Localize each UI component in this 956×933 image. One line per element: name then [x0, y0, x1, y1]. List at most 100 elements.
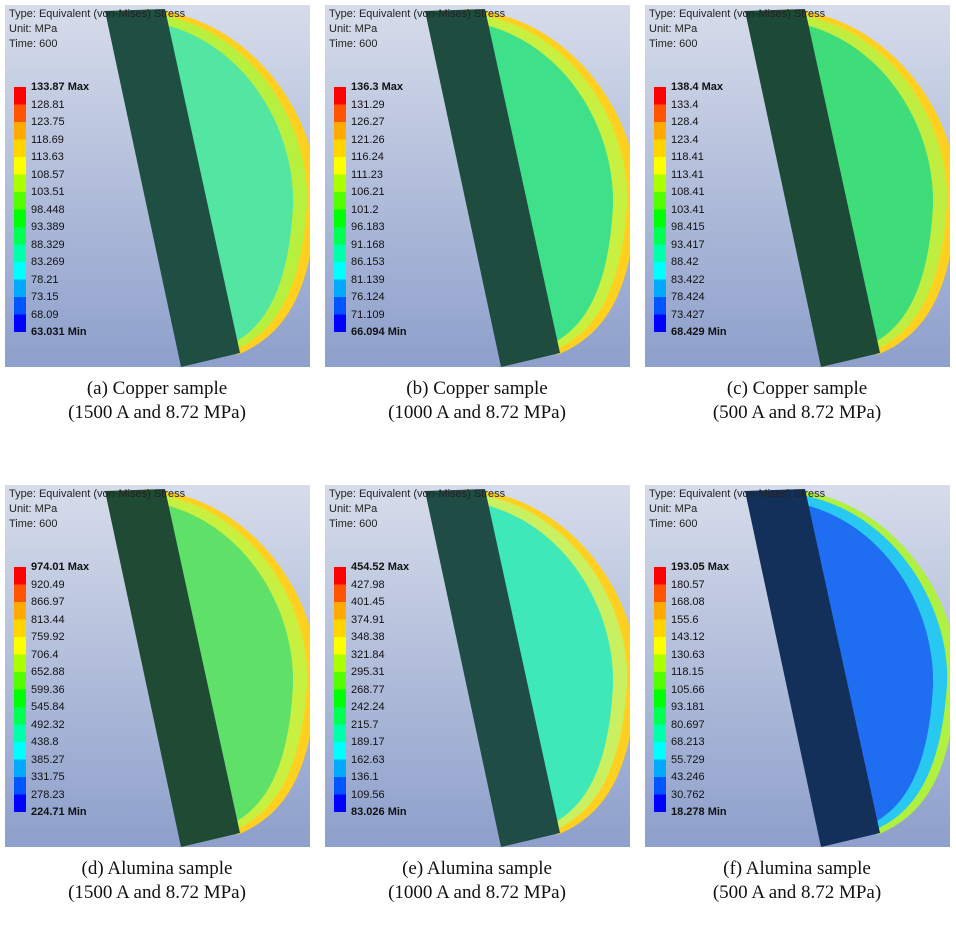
header-line: Unit: MPa [329, 22, 377, 37]
legend-label: 73.427 [671, 309, 705, 322]
legend-swatch [334, 707, 346, 725]
legend-swatch [334, 742, 346, 760]
header-line: Unit: MPa [649, 502, 697, 517]
legend-label: 295.31 [351, 666, 385, 679]
legend-label: 18.278 Min [671, 806, 727, 819]
legend-swatch [654, 245, 666, 263]
legend-swatch [654, 210, 666, 228]
legend-label: 68.429 Min [671, 326, 727, 339]
legend-swatch [654, 725, 666, 743]
legend-label: 113.63 [31, 151, 64, 164]
legend-swatch [14, 602, 26, 620]
legend-label: 401.45 [351, 596, 385, 609]
caption-line: (500 A and 8.72 MPa) [642, 881, 952, 905]
legend-label: 93.389 [31, 221, 65, 234]
legend-label: 93.417 [671, 239, 705, 252]
legend-swatch [654, 585, 666, 603]
legend-label: 374.91 [351, 614, 385, 627]
legend-swatch [14, 637, 26, 655]
legend-swatch [334, 245, 346, 263]
legend-label: 133.87 Max [31, 81, 89, 94]
header-line: Unit: MPa [649, 22, 697, 37]
legend-swatch [334, 122, 346, 140]
legend-label: 83.422 [671, 274, 705, 287]
legend-label: 91.168 [351, 239, 385, 252]
legend-label: 136.3 Max [351, 81, 403, 94]
caption-line: (e) Alumina sample [322, 857, 632, 881]
panel: Type: Equivalent (von-Mises) StressUnit:… [325, 5, 630, 367]
legend-swatch [654, 157, 666, 175]
legend-swatch [334, 157, 346, 175]
legend-swatch [14, 297, 26, 315]
legend-swatch [654, 567, 666, 585]
header-line: Type: Equivalent (von-Mises) Stress [329, 7, 505, 22]
legend-swatch [654, 280, 666, 298]
legend-label: 162.63 [351, 754, 385, 767]
legend-swatch [14, 227, 26, 245]
legend-label: 113.41 [671, 169, 704, 182]
legend-label: 155.6 [671, 614, 699, 627]
panel: Type: Equivalent (von-Mises) StressUnit:… [645, 485, 950, 847]
caption-line: (c) Copper sample [642, 377, 952, 401]
caption-line: (1000 A and 8.72 MPa) [322, 401, 632, 425]
legend-swatch [654, 87, 666, 105]
caption-line: (f) Alumina sample [642, 857, 952, 881]
header-line: Type: Equivalent (von-Mises) Stress [649, 487, 825, 502]
legend-label: 118.69 [31, 134, 64, 147]
legend-label: 599.36 [31, 684, 65, 697]
legend-swatch [654, 602, 666, 620]
legend-label: 813.44 [31, 614, 65, 627]
legend-swatch [654, 760, 666, 778]
legend-label: 78.424 [671, 291, 705, 304]
legend-label: 63.031 Min [31, 326, 87, 339]
legend-swatch [334, 690, 346, 708]
legend-label: 652.88 [31, 666, 65, 679]
legend-label: 103.51 [31, 186, 65, 199]
legend-swatch [14, 140, 26, 158]
legend-label: 242.24 [351, 701, 385, 714]
legend-label: 105.66 [671, 684, 705, 697]
legend-swatch [654, 620, 666, 638]
legend-swatch [14, 567, 26, 585]
header-line: Type: Equivalent (von-Mises) Stress [9, 487, 185, 502]
legend-label: 348.38 [351, 631, 385, 644]
panel: Type: Equivalent (von-Mises) StressUnit:… [645, 5, 950, 367]
legend-label: 143.12 [671, 631, 705, 644]
legend-label: 130.63 [671, 649, 705, 662]
legend-swatch [14, 742, 26, 760]
legend-label: 109.56 [351, 789, 385, 802]
legend-swatch [334, 87, 346, 105]
panel: Type: Equivalent (von-Mises) StressUnit:… [325, 485, 630, 847]
legend-swatch [14, 262, 26, 280]
legend-label: 76.124 [351, 291, 385, 304]
legend-swatch [334, 315, 346, 333]
legend-swatch [654, 795, 666, 813]
legend-label: 385.27 [31, 754, 65, 767]
legend-label: 128.81 [31, 99, 65, 112]
legend-label: 706.4 [31, 649, 59, 662]
legend-label: 193.05 Max [671, 561, 729, 574]
legend-swatch [654, 742, 666, 760]
legend-swatch [334, 192, 346, 210]
legend-swatch [654, 175, 666, 193]
legend-swatch [334, 175, 346, 193]
legend-label: 224.71 Min [31, 806, 87, 819]
legend-swatch [334, 227, 346, 245]
legend-label: 93.181 [671, 701, 705, 714]
legend-swatch [654, 690, 666, 708]
legend-label: 215.7 [351, 719, 379, 732]
caption: (f) Alumina sample(500 A and 8.72 MPa) [642, 857, 952, 905]
legend-label: 866.97 [31, 596, 65, 609]
legend-swatch [14, 105, 26, 123]
legend-label: 83.269 [31, 256, 65, 269]
legend-swatch [654, 637, 666, 655]
legend-swatch [334, 672, 346, 690]
legend-swatch [14, 795, 26, 813]
legend-label: 126.27 [351, 116, 385, 129]
legend-swatch [334, 585, 346, 603]
legend-label: 278.23 [31, 789, 65, 802]
legend-swatch [14, 280, 26, 298]
legend-label: 118.41 [671, 151, 704, 164]
legend-label: 759.92 [31, 631, 65, 644]
legend-label: 121.26 [351, 134, 385, 147]
